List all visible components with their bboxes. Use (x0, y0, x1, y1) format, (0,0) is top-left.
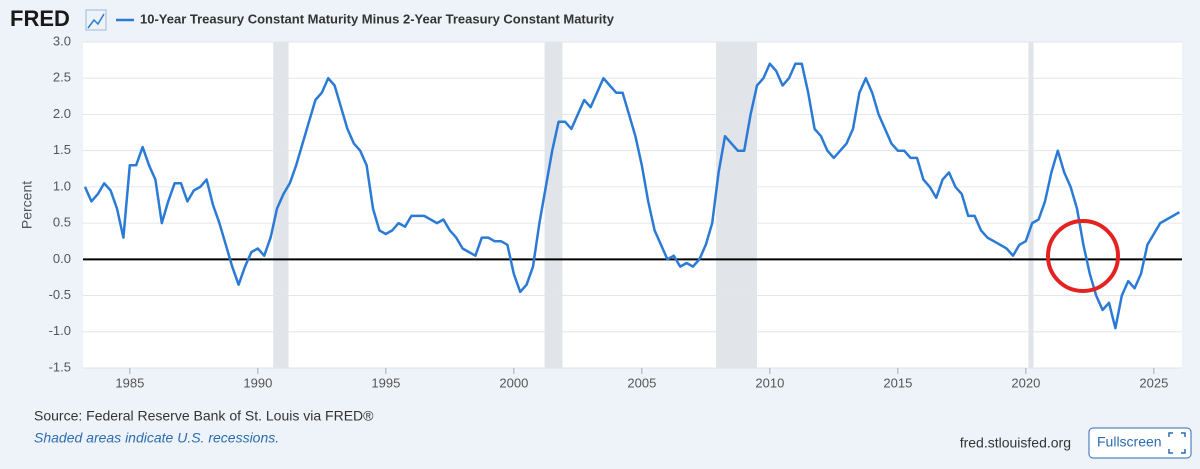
y-tick-label: 1.5 (53, 142, 71, 157)
x-tick-label: 2005 (627, 375, 656, 390)
fullscreen-icon[interactable] (1168, 432, 1186, 454)
fullscreen-label[interactable]: Fullscreen (1097, 434, 1162, 450)
x-tick-label: 1990 (243, 375, 272, 390)
y-tick-label: 0.0 (53, 251, 71, 266)
site-url: fred.stlouisfed.org (960, 435, 1071, 451)
recession-note: Shaded areas indicate U.S. recessions. (34, 430, 279, 446)
y-tick-label: -1.5 (49, 359, 71, 374)
logo: FRED (10, 6, 70, 31)
recession-band (716, 42, 758, 368)
x-tick-label: 2020 (1011, 375, 1040, 390)
legend-label: 10-Year Treasury Constant Maturity Minus… (140, 11, 615, 26)
x-tick-label: 2010 (755, 375, 784, 390)
y-axis-label: Percent (19, 181, 35, 229)
x-tick-label: 1985 (115, 375, 144, 390)
source: Source: Federal Reserve Bank of St. Loui… (34, 408, 374, 424)
plot-area (83, 42, 1182, 368)
x-tick-label: 2015 (883, 375, 912, 390)
y-tick-label: 3.0 (53, 33, 71, 48)
highlight-circle (1046, 219, 1120, 293)
logo-icon (87, 13, 105, 29)
recession-band (544, 42, 563, 368)
series-line (83, 62, 1181, 330)
recession-band (273, 42, 289, 368)
y-tick-label: 0.5 (53, 215, 71, 230)
y-tick-label: -1.0 (49, 323, 71, 338)
y-tick-label: 1.0 (53, 178, 71, 193)
y-tick-label: -0.5 (49, 287, 71, 302)
x-tick-label: 2025 (1139, 375, 1168, 390)
y-tick-label: 2.5 (53, 70, 71, 85)
fullscreen-button[interactable] (1088, 427, 1192, 459)
y-tick-label: 2.0 (53, 106, 71, 121)
logo-icon-frame (85, 9, 107, 31)
x-tick-label: 1995 (371, 375, 400, 390)
x-tick-label: 2000 (499, 375, 528, 390)
recession-band (1028, 42, 1034, 368)
